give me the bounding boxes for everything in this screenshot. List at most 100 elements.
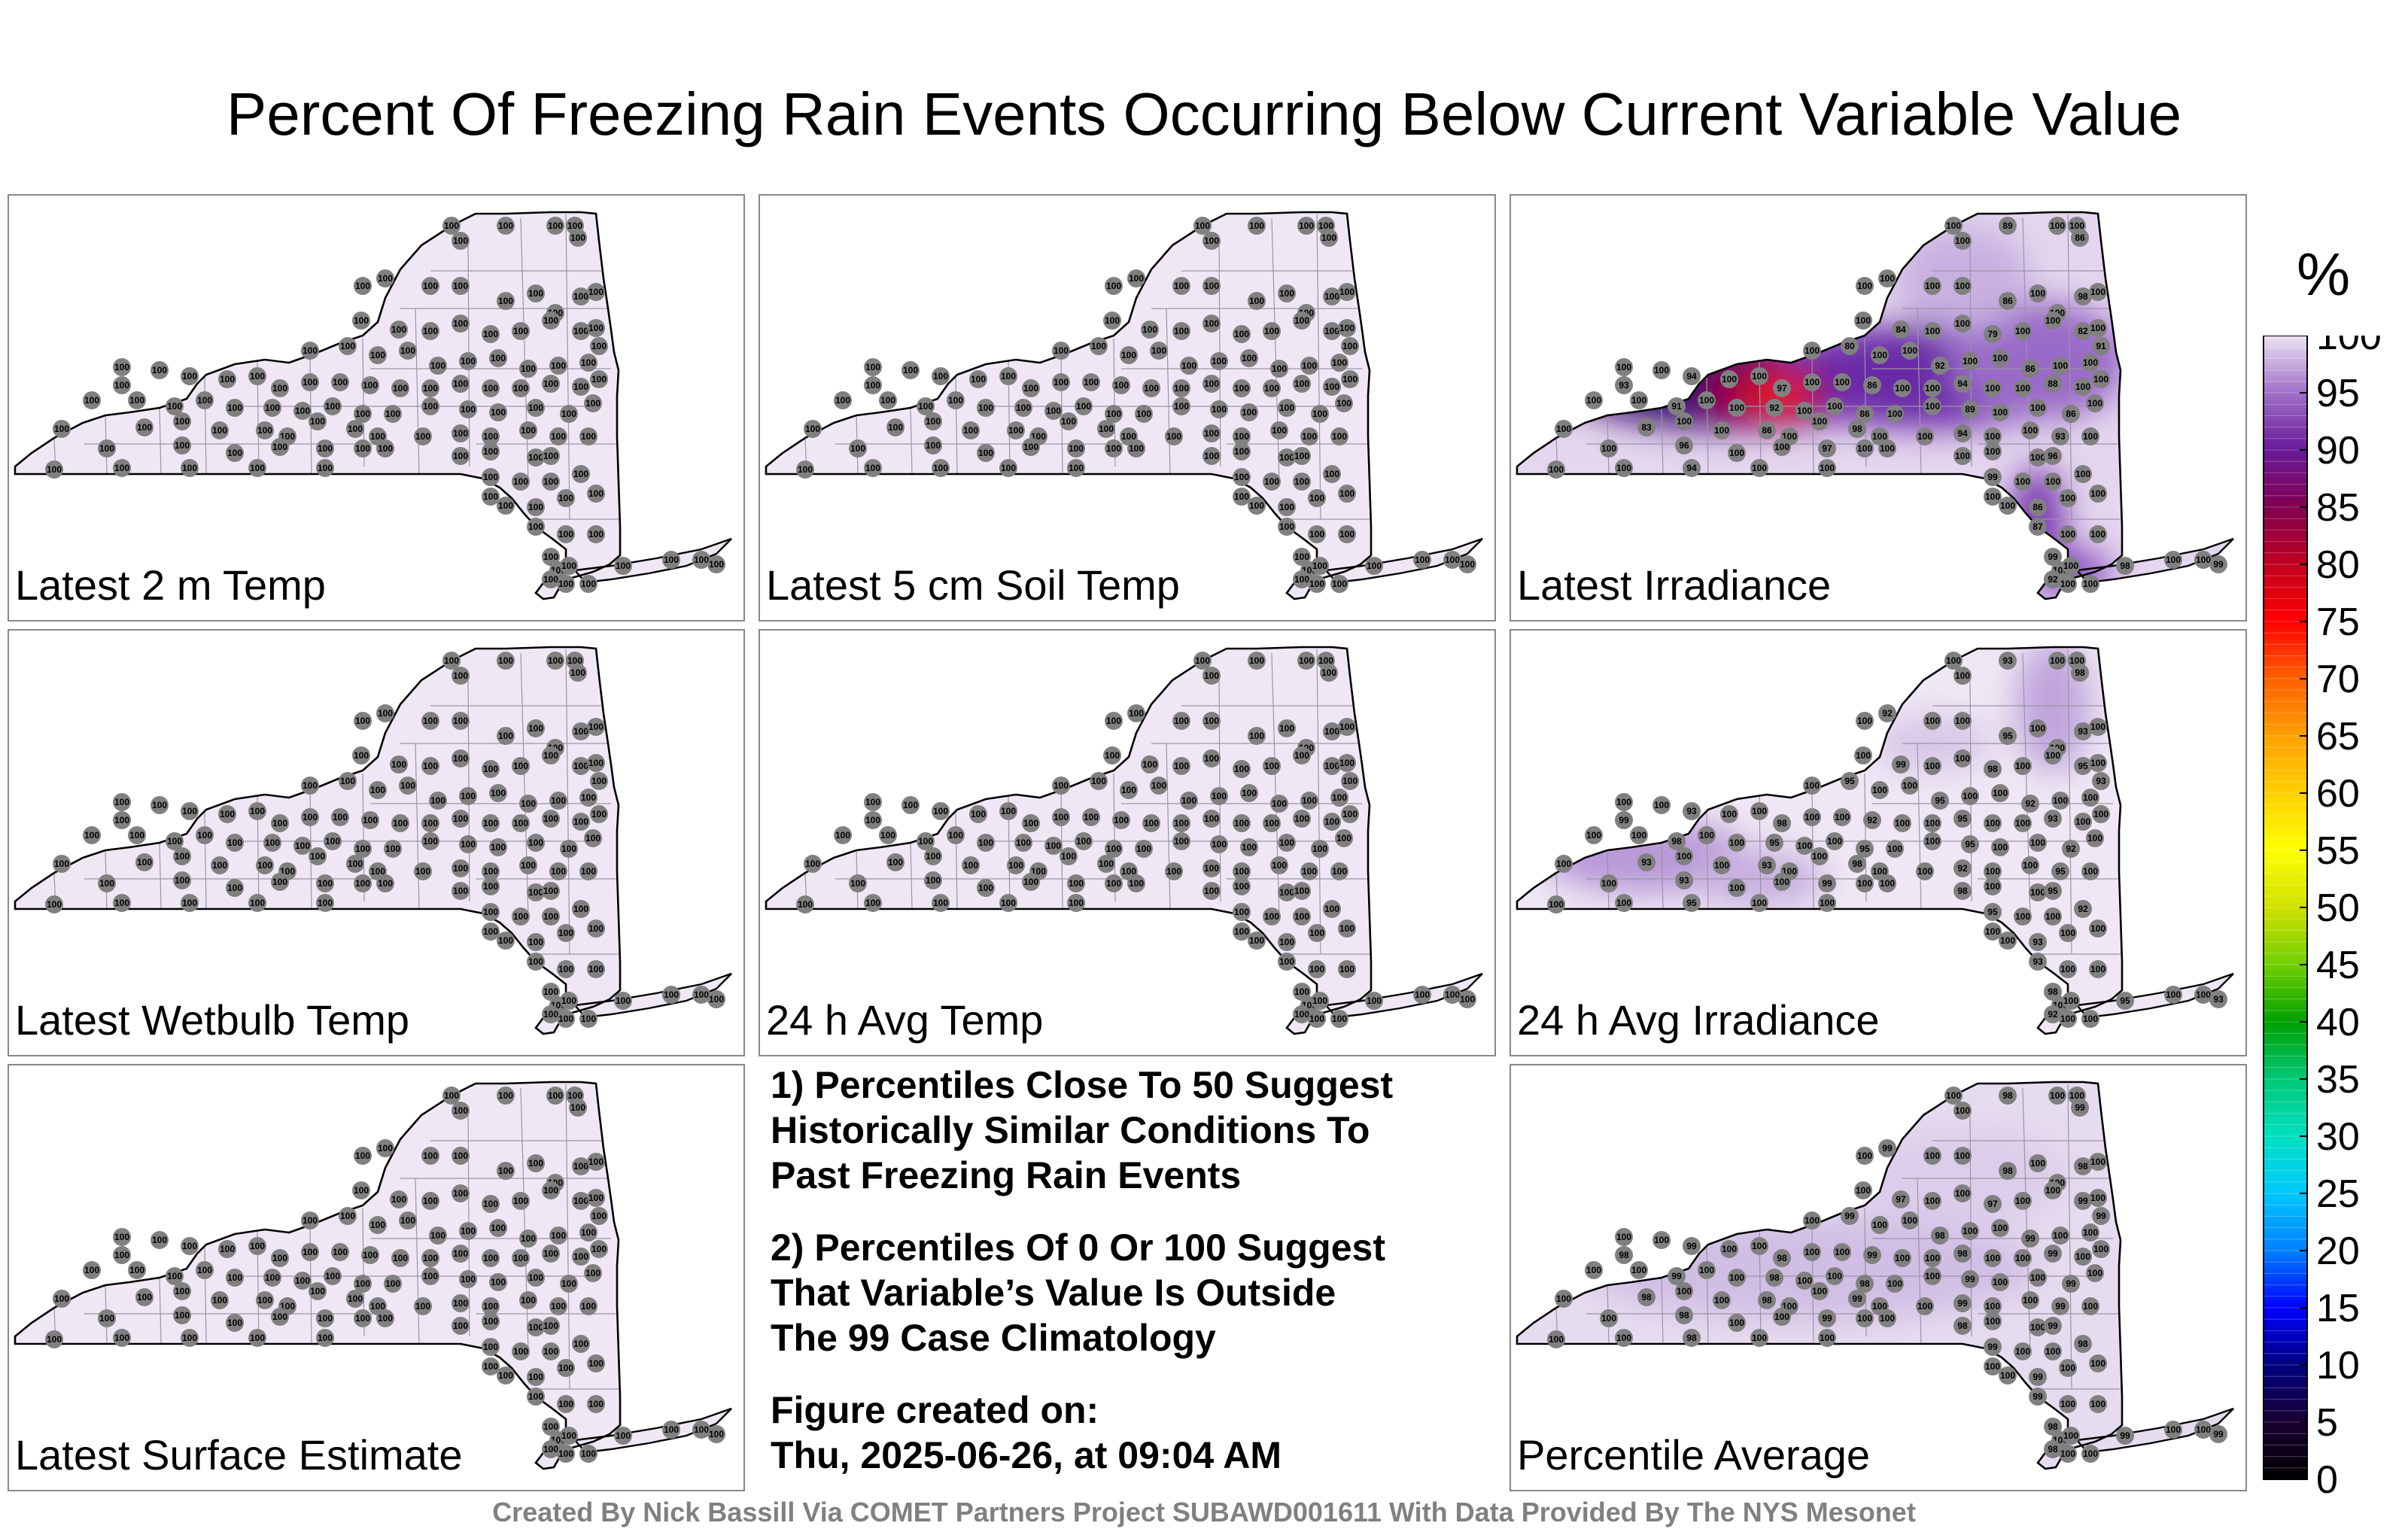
station-value: 100 — [570, 1102, 585, 1113]
station-marker — [98, 874, 116, 892]
station-value: 89 — [1965, 404, 1975, 415]
station-marker — [542, 375, 560, 393]
station-marker — [482, 468, 500, 486]
colorbar-tick-label: 95 — [2316, 372, 2360, 415]
station-marker — [181, 459, 199, 477]
station-marker — [451, 447, 470, 465]
station-value: 100 — [1985, 866, 2000, 877]
station-value: 100 — [1076, 836, 1091, 847]
station-value: 100 — [498, 935, 513, 946]
station-marker — [1630, 1261, 1648, 1279]
station-value: 100 — [2083, 1301, 2098, 1312]
station-marker — [692, 986, 710, 1004]
station-marker — [2021, 795, 2039, 813]
map-panel-p6: 1009310010098100100921001009510010093100… — [1510, 629, 2247, 1056]
station-value: 100 — [423, 1271, 438, 1281]
station-marker — [1991, 784, 2009, 802]
station-marker — [1600, 439, 1618, 457]
station-value: 98 — [1957, 886, 1968, 896]
colorbar-tick-label: 35 — [2316, 1058, 2360, 1102]
station-marker — [2194, 1421, 2212, 1439]
station-marker — [512, 322, 530, 340]
station-marker — [1202, 375, 1221, 393]
station-value: 99 — [1987, 1342, 1998, 1352]
station-value: 100 — [423, 281, 438, 291]
map-panel-p1: 100 100 100 100 100 100 100 100 100 100 100 100 100 1… — [8, 194, 745, 622]
station-value: 100 — [114, 1250, 129, 1260]
station-value: 100 — [1812, 851, 1827, 862]
station-marker — [999, 459, 1017, 477]
station-value: 100 — [303, 1215, 318, 1226]
station-value: 100 — [1955, 1105, 1970, 1116]
station-marker — [1233, 468, 1251, 486]
station-marker — [181, 367, 199, 385]
station-marker — [2116, 1427, 2134, 1445]
station-marker — [614, 1427, 632, 1445]
station-value: 100 — [355, 409, 370, 419]
station-marker — [2021, 856, 2039, 874]
station-value: 100 — [453, 236, 468, 246]
station-marker — [256, 856, 274, 874]
station-marker — [1683, 1237, 1701, 1255]
station-marker — [2029, 284, 2047, 302]
station-value: 100 — [2093, 374, 2109, 385]
station-marker — [804, 420, 822, 438]
station-marker — [1127, 704, 1145, 722]
station-value: 100 — [1677, 416, 1692, 427]
station-marker — [1765, 399, 1783, 417]
station-marker — [1233, 923, 1251, 941]
state-outline — [765, 646, 1373, 1035]
station-marker — [2029, 953, 2047, 971]
station-marker — [1311, 405, 1329, 423]
station-value: 95 — [1987, 907, 1998, 917]
note-1: 1) Percentiles Close To 50 Suggest Histo… — [771, 1064, 1394, 1196]
station-marker — [999, 802, 1017, 820]
station-marker — [352, 746, 370, 764]
station-value: 100 — [1174, 281, 1189, 291]
station-marker — [1150, 342, 1168, 360]
station-value: 99 — [2048, 552, 2058, 562]
station-value: 100 — [561, 1278, 576, 1289]
station-value: 100 — [175, 875, 190, 886]
station-value: 100 — [1302, 431, 1317, 442]
station-marker — [542, 570, 560, 588]
station-value: 100 — [378, 1143, 393, 1154]
station-value: 100 — [1312, 561, 1327, 571]
station-value: 91 — [1671, 401, 1682, 412]
station-value: 100 — [483, 907, 498, 917]
station-marker — [1341, 805, 1359, 823]
station-value: 100 — [1729, 448, 1744, 458]
station-marker — [1311, 992, 1329, 1010]
station-marker — [879, 391, 897, 409]
station-marker — [1615, 376, 1633, 394]
panel-label: 24 h Avg Irradiance — [1517, 996, 1880, 1044]
station-value: 100 — [528, 452, 543, 463]
station-marker — [113, 1329, 131, 1347]
station-marker — [947, 391, 965, 409]
station-marker — [497, 292, 515, 310]
station-marker — [2044, 1342, 2062, 1360]
station-marker — [1097, 420, 1115, 438]
station-marker — [1931, 792, 1949, 810]
station-value: 100 — [318, 898, 333, 908]
station-marker — [542, 810, 560, 828]
station-marker — [546, 652, 564, 670]
station-marker — [572, 287, 590, 305]
station-marker — [917, 832, 935, 850]
station-marker — [1007, 421, 1025, 439]
station-marker — [1856, 439, 1874, 457]
station-value: 100 — [1023, 877, 1038, 887]
station-value: 100 — [888, 422, 903, 433]
station-marker — [1323, 813, 1341, 831]
station-value: 100 — [1601, 878, 1616, 889]
station-marker — [1961, 1222, 1979, 1240]
station-value: 100 — [591, 1244, 607, 1254]
station-marker — [1984, 442, 2002, 460]
station-marker — [1555, 1290, 1573, 1308]
station-value: 100 — [483, 1253, 498, 1263]
station-value: 100 — [570, 233, 585, 243]
station-value: 100 — [561, 843, 576, 854]
note-created: Figure created on: Thu, 2025-06-26, at 0… — [771, 1389, 1282, 1476]
station-marker — [421, 1192, 439, 1210]
station-marker — [519, 421, 537, 439]
